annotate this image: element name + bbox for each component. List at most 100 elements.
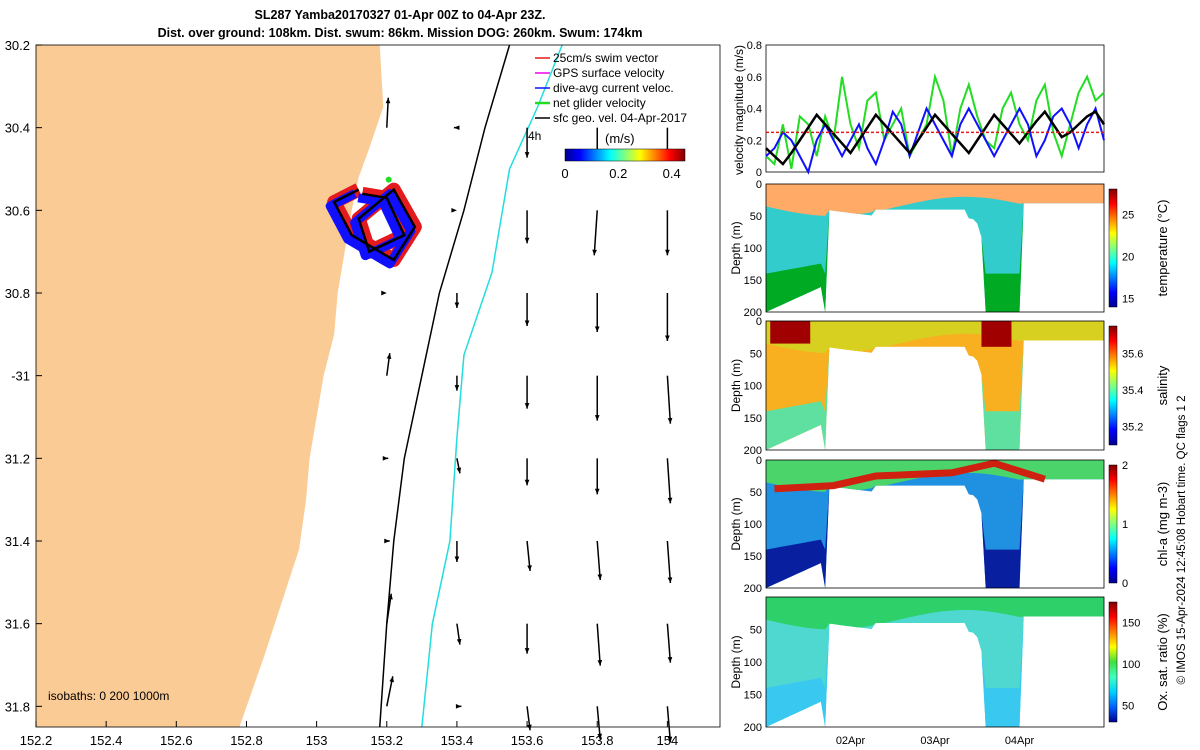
sfc-velocity-arrows xyxy=(381,97,673,743)
heatmap-y-tick-label: 200 xyxy=(744,583,762,595)
heatmap-colorbar-tick: 35.6 xyxy=(1122,348,1143,360)
velocity-y-tick-label: 0 xyxy=(756,167,762,179)
chla-max-layer xyxy=(774,459,1046,493)
time-label: 4h xyxy=(528,129,541,143)
velocity-arrow-head xyxy=(667,577,673,583)
legend-entry-label: sfc geo. vel. 04-Apr-2017 xyxy=(553,111,687,125)
heatmap-colorbar-tick: 2 xyxy=(1122,460,1128,472)
map-x-tick-label: 152.8 xyxy=(230,733,263,748)
map-x-tick-label: 153.8 xyxy=(581,733,614,748)
heatmap-y-tick-label: 100 xyxy=(744,519,762,531)
heatmap-y-tick-label: 150 xyxy=(744,690,762,702)
heatmap-deep-layer xyxy=(766,616,1104,727)
map-x-tick-label: 153.2 xyxy=(370,733,403,748)
heatmap-y-tick-label: 50 xyxy=(750,211,762,223)
velocity-arrow-head xyxy=(597,659,603,666)
velocity-arrow xyxy=(524,210,530,244)
velocity-arrow-head xyxy=(454,302,460,308)
velocity-arrow xyxy=(666,375,673,424)
map-x-tick-label: 152.4 xyxy=(90,733,123,748)
heatmap-y-axis-label: Depth (m) xyxy=(729,221,743,274)
map-y-tick-label: 31.2 xyxy=(5,451,30,466)
heatmap-frame xyxy=(765,596,1105,728)
heatmap-x-tick-label: 04Apr xyxy=(1005,735,1035,747)
heatmap-colorbar xyxy=(1108,601,1118,723)
net-glider-velocity-marker xyxy=(385,176,392,183)
velocity-arrow xyxy=(526,540,532,572)
velocity-arrow xyxy=(386,353,392,376)
map-x-tick-label: 154 xyxy=(657,733,679,748)
map-y-tick-label: 30.2 xyxy=(5,38,30,53)
velocity-arrow xyxy=(385,97,391,128)
velocity-arrow-head xyxy=(667,736,673,743)
heatmap-colorbar-tick: 15 xyxy=(1122,294,1134,306)
velocity-arrow xyxy=(524,127,530,158)
map-colorbar-tick: 0 xyxy=(561,166,568,181)
velocity-arrow xyxy=(456,458,462,474)
heatmap-y-tick-label: 50 xyxy=(750,348,762,360)
map-colorbar-tick: 0.2 xyxy=(609,166,627,181)
heatmap-y-tick-label: 50 xyxy=(750,625,762,637)
velocity-arrow xyxy=(455,703,462,709)
velocity-arrow-shaft xyxy=(666,458,672,504)
velocity-y-axis-label: velocity magnitude (m/s) xyxy=(732,45,746,175)
velocity-arrow xyxy=(665,293,670,341)
velocity-arrow xyxy=(524,375,530,409)
heatmap-colorbar xyxy=(1108,188,1118,308)
velocity-arrow-head xyxy=(665,335,670,341)
heatmap-y-tick-label: 200 xyxy=(744,307,762,319)
velocity-arrow xyxy=(666,540,673,584)
land-area xyxy=(36,45,384,727)
velocity-arrow-shaft xyxy=(596,623,601,666)
velocity-arrow xyxy=(526,706,532,731)
heatmap-panel-oxygen: 50 100 150 200 Depth (m) 50 100 150 Ox. sat. rat… xyxy=(729,596,1170,747)
velocity-arrow-shaft xyxy=(666,375,672,424)
velocity-y-tick-label: 0.4 xyxy=(747,104,762,116)
heatmap-colorbar xyxy=(1108,464,1118,584)
velocity-arrow xyxy=(594,293,600,332)
velocity-arrow xyxy=(381,290,387,296)
figure-title-line2: Dist. over ground: 108km. Dist. swum: 86… xyxy=(157,26,643,40)
velocity-arrow-head xyxy=(384,538,390,544)
heatmap-y-axis-label: Depth (m) xyxy=(729,497,743,550)
velocity-arrow xyxy=(382,455,389,461)
heatmap-frame xyxy=(765,183,1105,313)
heatmap-frame xyxy=(765,459,1105,589)
velocity-arrow-head xyxy=(385,97,391,104)
velocity-arrow-shaft xyxy=(596,540,601,581)
heatmap-colorbar-tick: 50 xyxy=(1122,700,1134,712)
heatmap-deep-layer xyxy=(766,203,1104,312)
velocity-arrow-head xyxy=(454,385,460,391)
legend-entry-label: dive-avg current veloc. xyxy=(553,81,674,95)
velocity-arrow-head xyxy=(665,249,670,256)
heatmap-colorbar-label: salinity xyxy=(1155,365,1170,405)
legend-entry-label: 25cm/s swim vector xyxy=(553,51,658,65)
velocity-arrow-head xyxy=(594,326,600,332)
velocity-arrow xyxy=(453,125,460,131)
glider-track-line xyxy=(332,187,417,262)
velocity-arrow-head xyxy=(389,676,394,683)
velocity-arrow xyxy=(456,623,462,645)
heatmap-panel-temperature: 0 50 100 150 200 Depth (m) 15 20 25 temperature (… xyxy=(729,179,1170,319)
heatmap-panel-salinity: 0 50 100 150 200 Depth (m) 35.2 35.4 35.6 salinit… xyxy=(729,316,1170,457)
velocity-arrow-shaft xyxy=(593,210,598,256)
map-y-tick-label: 30.8 xyxy=(5,286,30,301)
velocity-arrow-head xyxy=(667,656,673,663)
salinity-high-patch-1 xyxy=(770,321,811,344)
heatmap-x-tick-label: 03Apr xyxy=(920,735,950,747)
heatmap-colorbar-tick: 150 xyxy=(1122,618,1140,630)
velocity-arrow xyxy=(524,293,530,326)
map-y-tick-label: 31.8 xyxy=(5,699,30,714)
velocity-arrow-shaft xyxy=(666,540,672,584)
salinity-high-patch-2 xyxy=(981,321,1012,347)
velocity-arrow xyxy=(592,210,598,256)
velocity-arrow xyxy=(596,623,603,666)
heatmap-y-tick-label: 50 xyxy=(750,487,762,499)
heatmap-y-tick-label: 0 xyxy=(756,316,762,328)
velocity-arrow xyxy=(666,706,673,743)
velocity-arrow-head xyxy=(382,455,389,461)
heatmap-panel-chl-a: 0 50 100 150 200 Depth (m) 0 1 2 chl-a (mg m-3) xyxy=(729,455,1170,595)
isobath-200m xyxy=(379,44,511,728)
